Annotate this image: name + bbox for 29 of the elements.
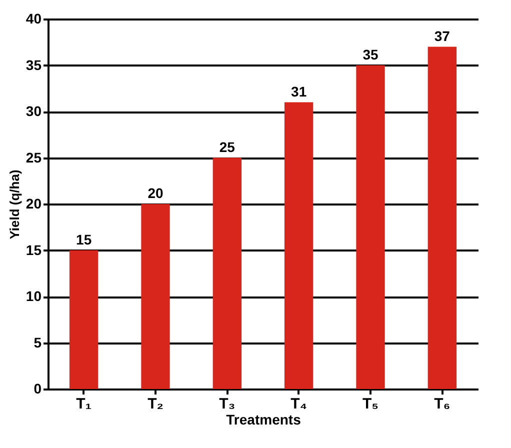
x-tick-label: T₅ bbox=[362, 396, 379, 412]
x-tick-label: T₂ bbox=[148, 396, 164, 412]
y-tick-label: 5 bbox=[34, 334, 42, 350]
bar bbox=[70, 250, 98, 389]
bar bbox=[284, 102, 314, 389]
x-tick-label: T₁ bbox=[76, 396, 92, 412]
y-tick-label: 0 bbox=[34, 380, 42, 396]
bar bbox=[212, 158, 242, 389]
bar bbox=[356, 65, 385, 389]
y-tick-label: 15 bbox=[26, 242, 42, 258]
y-tick-label: 20 bbox=[26, 196, 42, 212]
bar bbox=[141, 204, 170, 389]
data-label: 31 bbox=[291, 83, 307, 100]
data-label: 35 bbox=[362, 46, 378, 62]
y-tick-label: 10 bbox=[26, 288, 42, 304]
data-label: 37 bbox=[434, 28, 450, 44]
y-tick-label: 40 bbox=[26, 10, 42, 26]
x-tick-label: T₆ bbox=[434, 396, 450, 412]
y-tick-label: 25 bbox=[26, 149, 42, 166]
x-axis-title: Treatments bbox=[226, 412, 302, 428]
y-tick-label: 30 bbox=[26, 103, 42, 119]
y-tick-label: 35 bbox=[26, 56, 42, 73]
x-tick-label: T₄ bbox=[290, 396, 307, 412]
x-tick-label: T₃ bbox=[219, 396, 236, 412]
y-axis-title: Yield (q/ha) bbox=[6, 170, 22, 240]
data-label: 20 bbox=[148, 185, 164, 201]
data-label: 15 bbox=[76, 231, 92, 248]
bar bbox=[428, 46, 456, 389]
data-label: 25 bbox=[219, 138, 236, 155]
